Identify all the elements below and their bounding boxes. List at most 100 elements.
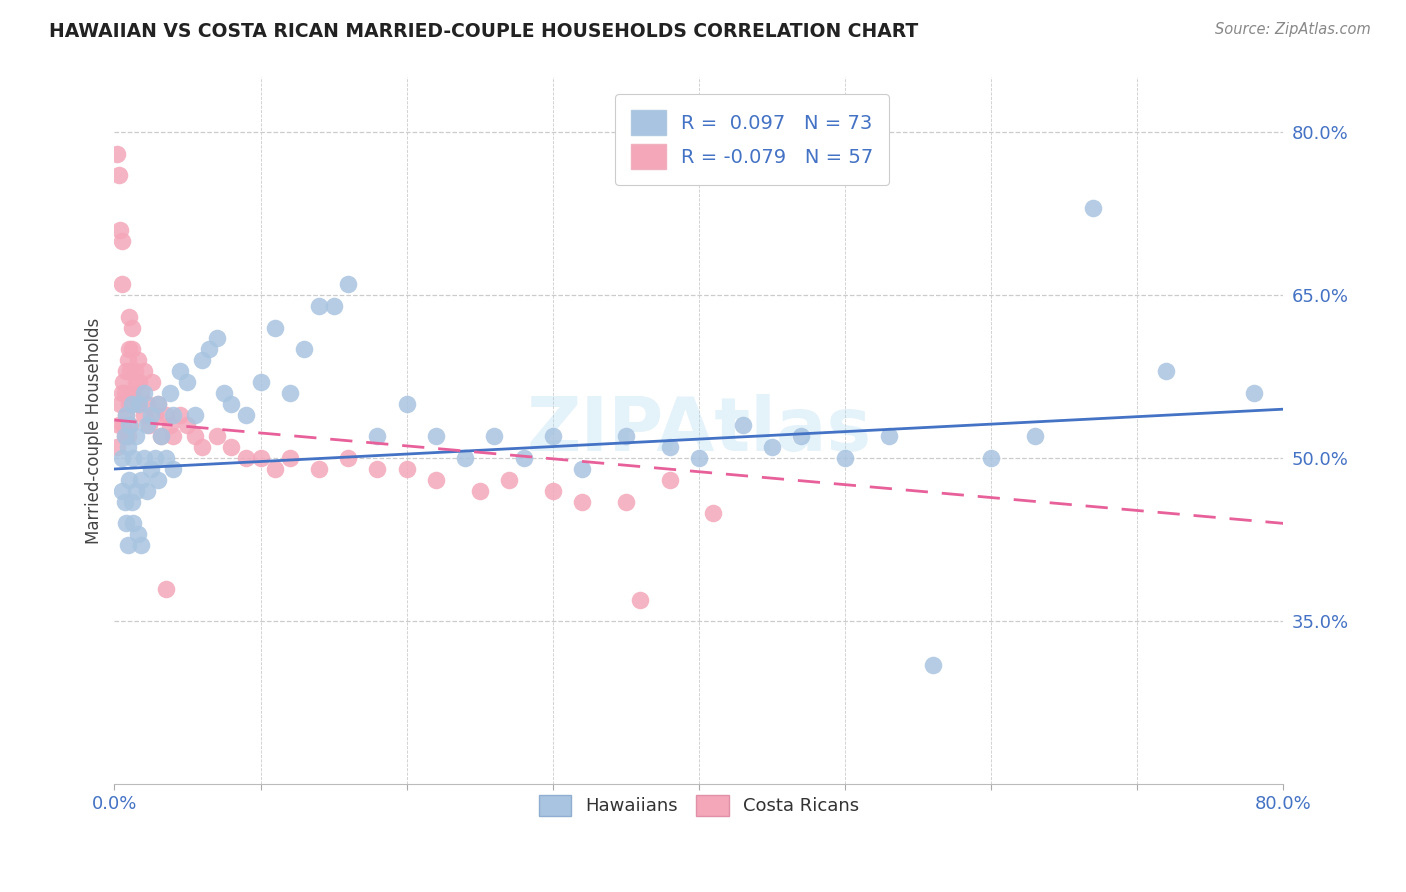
Point (292, 343, 315, 357)
Point (484, 429, 506, 443)
Point (129, 385, 152, 400)
Point (127, 527, 149, 541)
Point (121, 320, 143, 334)
Point (150, 429, 173, 443)
Point (105, 146, 128, 161)
Point (790, 429, 813, 443)
Point (139, 408, 162, 422)
Y-axis label: Married-couple Households: Married-couple Households (86, 318, 103, 544)
Point (122, 385, 145, 400)
Point (155, 451, 177, 466)
Point (761, 440, 783, 454)
Point (125, 429, 148, 443)
Point (115, 408, 138, 422)
Point (127, 353, 149, 368)
Point (264, 462, 287, 476)
Point (614, 429, 637, 443)
Point (169, 408, 191, 422)
Point (278, 385, 301, 400)
Point (143, 451, 166, 466)
Point (112, 375, 135, 389)
Point (110, 223, 132, 237)
Point (278, 451, 301, 466)
Point (150, 429, 173, 443)
Point (128, 375, 150, 389)
Point (111, 483, 134, 498)
Point (117, 538, 139, 552)
Point (308, 299, 330, 313)
Point (148, 473, 170, 487)
Point (143, 408, 166, 422)
Point (159, 385, 181, 400)
Point (688, 451, 710, 466)
Point (121, 343, 143, 357)
Point (235, 451, 257, 466)
Point (115, 364, 138, 378)
Point (191, 440, 214, 454)
Point (120, 418, 142, 433)
Point (155, 582, 177, 596)
Point (337, 277, 360, 291)
Point (834, 451, 856, 466)
Point (980, 451, 1002, 466)
Point (127, 397, 149, 411)
Point (205, 331, 228, 345)
Point (235, 408, 257, 422)
Point (112, 418, 135, 433)
Point (425, 429, 447, 443)
Point (366, 462, 388, 476)
Point (105, 440, 128, 454)
Point (162, 408, 184, 422)
Point (249, 375, 271, 389)
Point (132, 408, 155, 422)
Point (110, 397, 132, 411)
Point (877, 429, 900, 443)
Point (118, 397, 141, 411)
Point (114, 494, 136, 508)
Text: ZIPAtlas: ZIPAtlas (526, 394, 872, 467)
Point (425, 473, 447, 487)
Point (498, 473, 520, 487)
Point (212, 385, 235, 400)
Point (541, 483, 564, 498)
Point (129, 538, 152, 552)
Point (184, 429, 207, 443)
Point (184, 408, 207, 422)
Point (139, 462, 162, 476)
Point (395, 462, 418, 476)
Point (114, 385, 136, 400)
Point (111, 451, 134, 466)
Point (122, 516, 145, 531)
Point (614, 494, 637, 508)
Point (141, 375, 163, 389)
Point (148, 397, 170, 411)
Point (118, 343, 141, 357)
Point (337, 451, 360, 466)
Point (129, 473, 152, 487)
Text: Source: ZipAtlas.com: Source: ZipAtlas.com (1215, 22, 1371, 37)
Text: HAWAIIAN VS COSTA RICAN MARRIED-COUPLE HOUSEHOLDS CORRELATION CHART: HAWAIIAN VS COSTA RICAN MARRIED-COUPLE H… (49, 22, 918, 41)
Point (135, 418, 157, 433)
Point (198, 343, 221, 357)
Point (121, 494, 143, 508)
Point (162, 429, 184, 443)
Point (512, 451, 534, 466)
Point (125, 375, 148, 389)
Point (454, 451, 477, 466)
Point (132, 451, 155, 466)
Point (114, 429, 136, 443)
Point (115, 516, 138, 531)
Point (111, 385, 134, 400)
Point (264, 320, 287, 334)
Point (308, 462, 330, 476)
Point (120, 364, 142, 378)
Point (1083, 201, 1105, 215)
Point (107, 169, 129, 183)
Point (115, 408, 138, 422)
Point (658, 440, 681, 454)
Point (630, 592, 652, 607)
Point (118, 473, 141, 487)
Point (921, 657, 943, 672)
Point (111, 277, 134, 291)
Point (132, 364, 155, 378)
